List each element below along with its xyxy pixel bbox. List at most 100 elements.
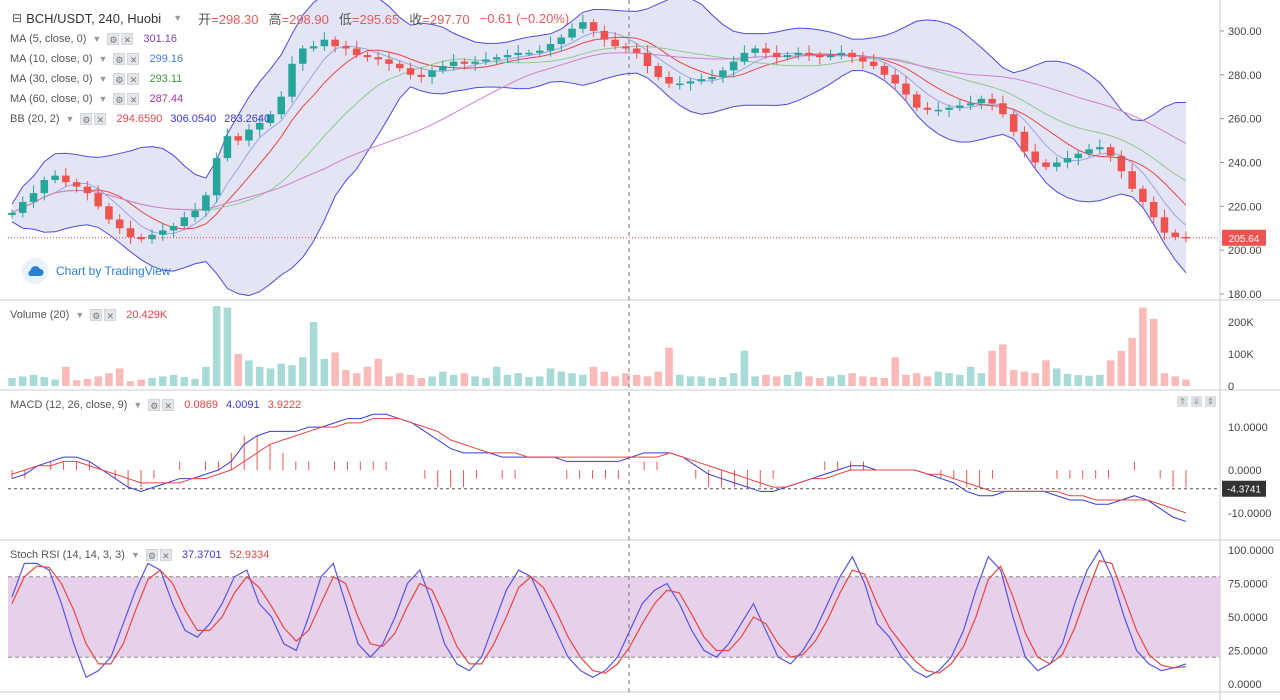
volume-tick-label: 200K	[1228, 317, 1254, 329]
settings-icon[interactable]: ⚙	[90, 309, 103, 321]
volume-bar	[299, 357, 307, 386]
candle-body	[439, 66, 447, 71]
volume-bar	[62, 366, 70, 386]
volume-bar	[223, 307, 232, 386]
volume-bar	[40, 377, 49, 386]
close-icon[interactable]: ✕	[121, 33, 134, 45]
last-price-label: 205.64	[1229, 234, 1260, 245]
candle-body	[880, 66, 889, 75]
chevron-down-icon[interactable]: ▼	[133, 400, 143, 410]
settings-icon[interactable]: ⚙	[113, 93, 126, 105]
close-icon[interactable]: ✕	[127, 53, 140, 65]
chevron-down-icon[interactable]: ▼	[173, 13, 183, 23]
volume-bar	[1182, 379, 1190, 386]
candle-body	[320, 39, 329, 47]
chevron-down-icon[interactable]: ▼	[75, 310, 85, 320]
candle-body	[762, 48, 770, 53]
candle-body	[719, 70, 727, 77]
chevron-down-icon[interactable]: ▼	[130, 550, 140, 560]
move-up-icon[interactable]: ⇑	[1177, 396, 1188, 407]
candle-body	[223, 136, 232, 159]
volume-bar	[363, 366, 372, 386]
chevron-down-icon[interactable]: ▼	[65, 114, 75, 124]
maximize-icon[interactable]: ⇕	[1205, 396, 1216, 407]
volume-bar	[148, 378, 156, 386]
candle-body	[676, 83, 684, 86]
candle-body	[956, 105, 964, 108]
ohlc-value: =298.30	[211, 11, 259, 27]
indicator-name[interactable]: MA (10, close, 0)	[10, 53, 93, 65]
candle-body	[202, 195, 210, 211]
volume-bar	[536, 376, 544, 386]
candle-body	[1117, 155, 1126, 172]
close-icon[interactable]: ✕	[162, 399, 175, 411]
volume-bar	[622, 373, 630, 386]
settings-icon[interactable]: ⚙	[113, 73, 126, 85]
close-icon[interactable]: ✕	[104, 309, 117, 321]
macd-legend-name[interactable]: MACD (12, 26, close, 9)	[10, 399, 128, 411]
settings-icon[interactable]: ⚙	[113, 53, 126, 65]
close-icon[interactable]: ✕	[94, 113, 107, 125]
close-icon[interactable]: ✕	[127, 73, 140, 85]
candle-body	[632, 48, 641, 53]
candle-body	[8, 212, 16, 216]
macd-legend-values: 0.0869 4.0091 3.9222	[176, 399, 301, 411]
candle-body	[62, 175, 70, 183]
candle-body	[19, 201, 27, 213]
volume-legend-name[interactable]: Volume (20)	[10, 309, 70, 321]
candle-body	[471, 61, 479, 64]
candle-body	[266, 114, 275, 123]
settings-icon[interactable]: ⚙	[107, 33, 120, 45]
close-icon[interactable]: ✕	[127, 93, 140, 105]
candle-body	[449, 61, 458, 66]
ohlc-values: 开=298.30 高=298.90 低=295.65 收=297.70	[188, 9, 470, 28]
macd-current-tag	[1222, 480, 1266, 497]
indicator-name[interactable]: BB (20, 2)	[10, 113, 60, 125]
chevron-down-icon[interactable]: ▼	[98, 74, 108, 84]
volume-bar	[934, 371, 943, 386]
indicator-name[interactable]: MA (60, close, 0)	[10, 93, 93, 105]
volume-bar	[783, 374, 792, 386]
volume-bar	[277, 363, 286, 386]
volume-bar	[740, 350, 749, 386]
close-icon[interactable]: ✕	[159, 549, 172, 561]
stoch-legend-name[interactable]: Stoch RSI (14, 14, 3, 3)	[10, 549, 125, 561]
ohlc-value: =295.65	[351, 11, 400, 27]
volume-bar	[492, 366, 501, 386]
chevron-down-icon[interactable]: ▼	[98, 94, 108, 104]
candle-body	[1149, 201, 1158, 218]
candle-body	[395, 63, 404, 69]
volume-bar	[449, 374, 458, 386]
chevron-down-icon[interactable]: ▼	[92, 34, 102, 44]
candle-body	[557, 37, 566, 45]
chevron-down-icon[interactable]: ▼	[98, 54, 108, 64]
candle-body	[729, 61, 738, 71]
candle-body	[514, 52, 522, 56]
pane-controls: ⇑ ⇓ ⇕	[1177, 396, 1216, 407]
stoch-legend: Stoch RSI (14, 14, 3, 3) ▼ ⚙ ✕ 37.3701 52…	[10, 546, 269, 564]
tradingview-watermark[interactable]: Chart by TradingView	[22, 258, 171, 284]
volume-tick-label: 0	[1228, 381, 1234, 393]
indicator-name[interactable]: MA (30, close, 0)	[10, 73, 93, 85]
settings-icon[interactable]: ⚙	[80, 113, 93, 125]
volume-bar	[794, 371, 803, 386]
move-down-icon[interactable]: ⇓	[1191, 396, 1202, 407]
settings-icon[interactable]: ⚙	[145, 549, 158, 561]
volume-bar	[1042, 360, 1050, 386]
candle-body	[568, 28, 576, 38]
volume-bar	[374, 358, 382, 386]
candle-body	[912, 94, 921, 108]
candle-body	[159, 230, 167, 235]
indicator-name[interactable]: MA (5, close, 0)	[10, 33, 87, 45]
hamburger-icon[interactable]: ⊟	[12, 11, 23, 25]
symbol-title[interactable]: BCH/USDT, 240, Huobi	[26, 10, 162, 26]
indicator-row: MA (60, close, 0) ▼ ⚙ ✕ 287.44	[10, 90, 183, 108]
volume-bar	[665, 347, 673, 386]
candle-body	[1052, 162, 1061, 167]
volume-bar	[1160, 373, 1169, 386]
candle-body	[611, 39, 619, 47]
price-tick-label: 280.00	[1228, 70, 1262, 82]
candle-body	[934, 109, 943, 112]
settings-icon[interactable]: ⚙	[148, 399, 161, 411]
